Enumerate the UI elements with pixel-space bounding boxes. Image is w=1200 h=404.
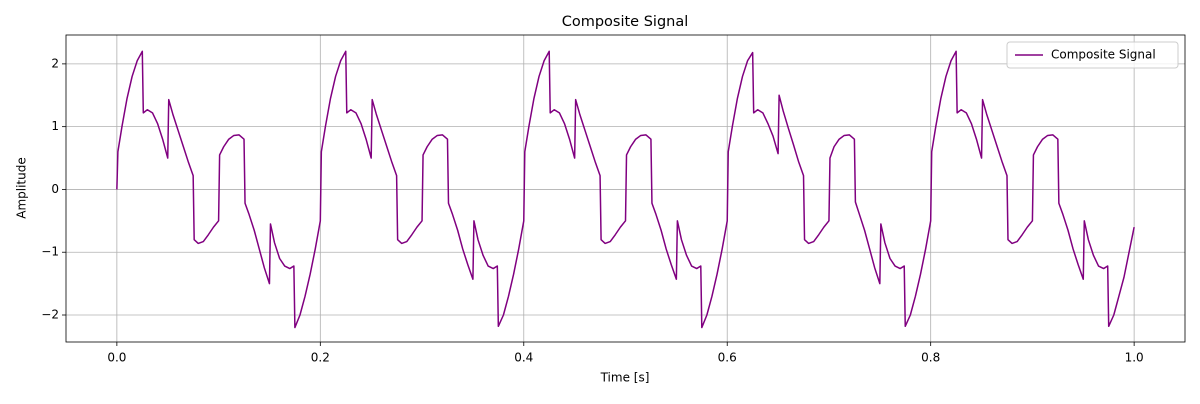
x-tick-label: 0.8	[921, 351, 940, 365]
plot-frame	[65, 34, 1186, 343]
legend: Composite Signal	[1006, 41, 1179, 69]
x-axis-label: Time [s]	[600, 371, 650, 385]
x-tick-label: 1.0	[1125, 351, 1144, 365]
y-tick-label: 1	[51, 119, 59, 133]
x-tick-label: 0.0	[107, 351, 126, 365]
legend-box	[1006, 41, 1179, 69]
y-tick-label: −1	[41, 245, 59, 259]
y-tick-label: −2	[41, 308, 59, 322]
y-tick-label: 2	[51, 56, 59, 70]
y-tick-label: 0	[51, 182, 59, 196]
x-tick-label: 0.2	[311, 351, 330, 365]
x-tick-label: 0.6	[718, 351, 737, 365]
chart-title: Composite Signal	[562, 14, 689, 30]
x-tick-label: 0.4	[514, 351, 533, 365]
line-series	[116, 50, 1135, 329]
y-axis-label: Amplitude	[15, 157, 29, 219]
legend-label: Composite Signal	[1051, 48, 1156, 62]
